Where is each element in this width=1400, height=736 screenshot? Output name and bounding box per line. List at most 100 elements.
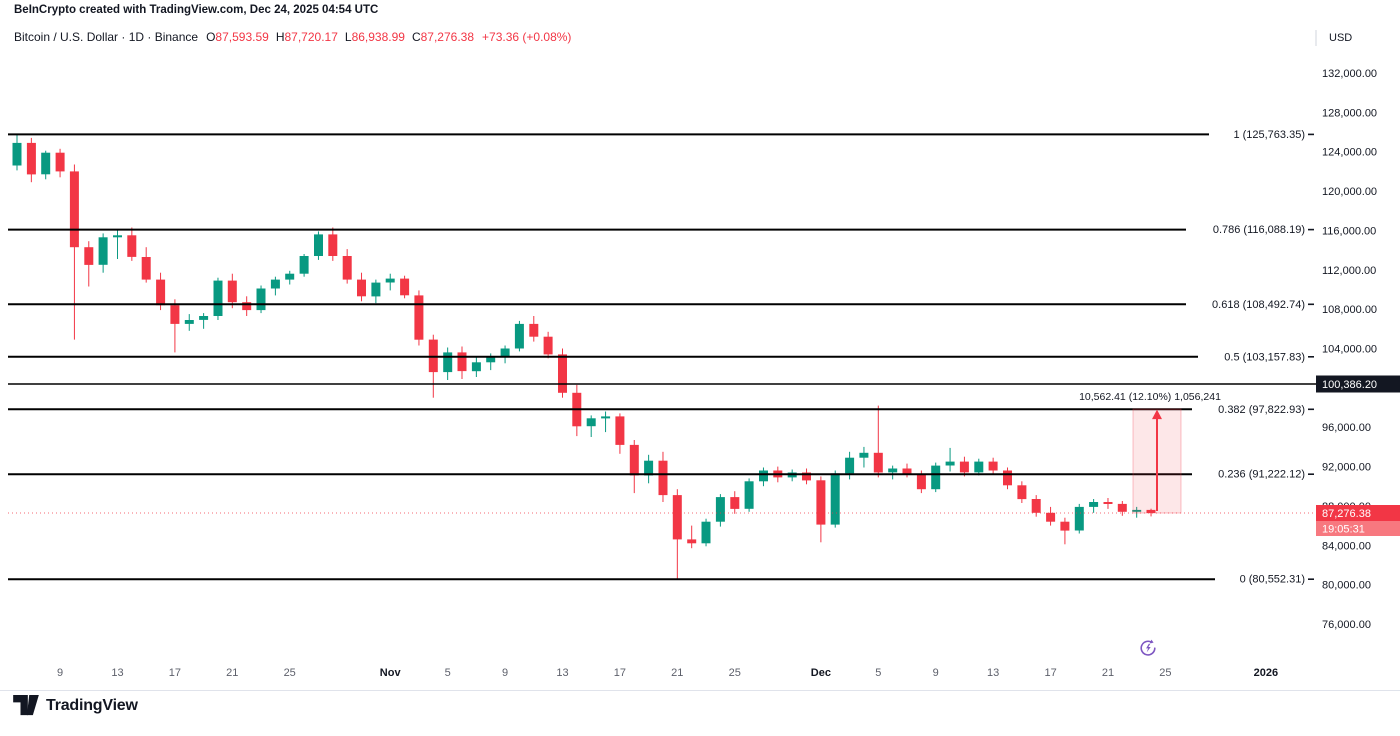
time-tick-label: 25 [1159, 667, 1171, 679]
candle-body [672, 495, 682, 540]
candle-body [1089, 502, 1099, 507]
candle-body [242, 302, 252, 311]
time-tick-label: 5 [445, 667, 451, 679]
candle-body [486, 356, 496, 363]
change-value: +73.36 (+0.08%) [482, 30, 572, 44]
bar-countdown-text: 19:05:31 [1322, 524, 1365, 536]
candle-body [1117, 503, 1127, 512]
candle-body [514, 323, 524, 349]
time-tick-label: 17 [169, 667, 181, 679]
fib-label-0.382: 0.382 (97,822.93) [1218, 404, 1305, 416]
candle-body [730, 497, 740, 509]
time-tick-label: 9 [502, 667, 508, 679]
candle-body [529, 323, 539, 337]
time-axis[interactable]: 9 13 17 21 25 Nov 5 9 13 17 21 25 Dec 5 9 13 17 21 25 2026 [57, 667, 1278, 679]
symbol-title: Bitcoin / U.S. Dollar · 1D · Binance [14, 30, 199, 44]
time-tick-label: 25 [284, 667, 296, 679]
candle-body [586, 418, 596, 427]
fib-label-0.618: 0.618 (108,492.74) [1212, 299, 1305, 311]
ohlc-open: O87,593.59 [206, 30, 269, 44]
tradingview-logo-icon [13, 695, 39, 716]
candle-body [342, 256, 352, 280]
time-tick-label: 2026 [1254, 667, 1278, 679]
candle-body [744, 481, 754, 509]
candle-body [371, 282, 381, 297]
price-axis[interactable]: USD 132,000.00 128,000.00 124,000.00 120,000… [1315, 30, 1400, 631]
time-tick-label: 17 [1044, 667, 1056, 679]
level-price-badge [1316, 375, 1400, 393]
time-tick-label: 9 [933, 667, 939, 679]
candle-body [98, 237, 108, 265]
candle-body [615, 416, 625, 445]
axis-currency-label[interactable]: USD [1329, 32, 1352, 44]
fib-retracement-layer[interactable]: 1 (125,763.35) 0.786 (116,088.19) 0.618 (1… [8, 129, 1314, 586]
fib-label-0: 0 (80,552.31) [1240, 574, 1305, 586]
price-tick-label: 116,000.00 [1322, 225, 1376, 237]
low-letter: L [344, 30, 352, 44]
price-tick-label: 92,000.00 [1322, 462, 1371, 474]
tradingview-footer[interactable]: TradingView [13, 695, 138, 717]
ohlc-close: C87,276.38 [412, 30, 474, 44]
candle-body [285, 273, 295, 280]
candle-body [457, 352, 467, 372]
price-tick-label: 108,000.00 [1322, 304, 1377, 316]
candle-body [945, 461, 955, 466]
candles-layer [12, 135, 1156, 580]
candle-body [156, 279, 166, 306]
candle-body [644, 460, 654, 476]
fib-label-0.786: 0.786 (116,088.19) [1213, 224, 1305, 236]
candle-body [199, 316, 209, 320]
candle-body [270, 279, 280, 289]
high-letter: H [275, 30, 285, 44]
candle-body [256, 288, 266, 311]
candle-body [328, 234, 338, 256]
open-value: 87,593.59 [215, 30, 269, 44]
candle-body [1031, 499, 1041, 513]
candle-body [902, 468, 912, 475]
time-tick-label: 21 [226, 667, 238, 679]
time-tick-label: 13 [987, 667, 999, 679]
time-tick-label: 9 [57, 667, 63, 679]
candle-body [443, 352, 453, 373]
candle-body [26, 142, 36, 175]
time-tick-label: 17 [614, 667, 626, 679]
price-tick-label: 104,000.00 [1322, 344, 1377, 356]
candle-body [385, 278, 395, 283]
candle-body [1074, 506, 1084, 531]
candle-body [113, 235, 122, 238]
candle-body [601, 416, 611, 419]
price-projection-layer[interactable]: 10,562.41 (12.10%) 1,056,241 [1079, 391, 1221, 514]
candle-body [400, 278, 410, 296]
close-letter: C [411, 30, 421, 44]
candle-body [1046, 512, 1056, 522]
price-tick-label: 112,000.00 [1322, 265, 1376, 277]
event-lightning-icon[interactable] [1140, 639, 1156, 656]
brand-wordmark: TradingView [46, 697, 138, 714]
candle-body [1146, 509, 1156, 513]
time-tick-label: 21 [671, 667, 683, 679]
candle-body [629, 444, 639, 476]
candle-body [1003, 470, 1012, 486]
ohlc-high: H87,720.17 [276, 30, 338, 44]
candle-body [184, 320, 194, 324]
candle-body [558, 354, 567, 393]
price-tick-label: 120,000.00 [1322, 186, 1377, 198]
price-tick-label: 80,000.00 [1322, 580, 1371, 592]
bar-countdown-badge [1316, 521, 1400, 536]
projection-label: 10,562.41 (12.10%) 1,056,241 [1079, 391, 1221, 403]
candle-body [127, 235, 137, 257]
candle-body [701, 521, 711, 544]
candle-body [357, 279, 366, 297]
price-tick-label: 124,000.00 [1322, 147, 1377, 159]
candle-body [141, 257, 151, 280]
candle-body [959, 461, 969, 473]
price-tick-label: 84,000.00 [1322, 540, 1371, 552]
time-tick-label: Dec [811, 667, 831, 679]
symbol-legend: Bitcoin / U.S. Dollar · 1D · Binance O87… [14, 30, 571, 44]
candle-body [816, 480, 826, 525]
time-tick-label: 13 [556, 667, 568, 679]
candle-body [859, 452, 869, 458]
ohlc-low: L86,938.99 [345, 30, 405, 44]
